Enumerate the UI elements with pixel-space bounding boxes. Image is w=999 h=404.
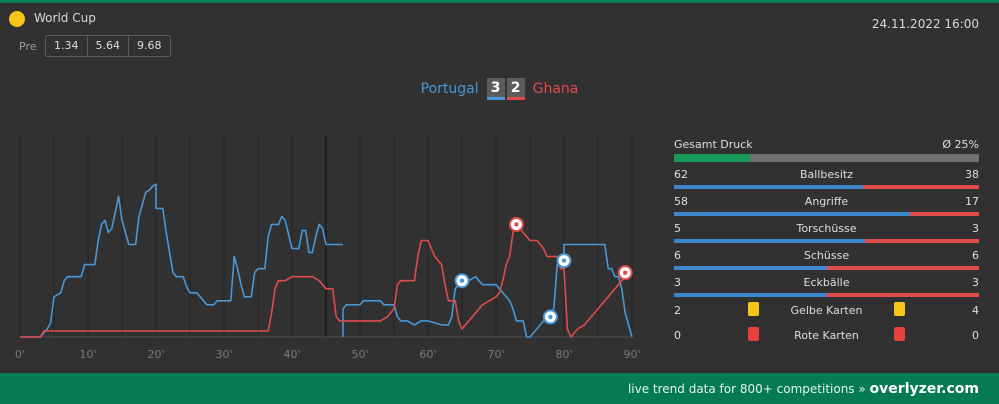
- home-team-name[interactable]: Portugal: [420, 81, 479, 97]
- odd-home[interactable]: 1.34: [46, 36, 88, 56]
- footer-bar: live trend data for 800+ competitions » …: [0, 373, 999, 404]
- scoreline: Portugal 3 2 Ghana: [0, 76, 999, 102]
- world-cup-icon: [9, 11, 25, 27]
- x-tick-label: 50': [351, 348, 368, 361]
- pressure-label: Gesamt Druck: [674, 138, 753, 151]
- stat-home-value: 6: [674, 249, 681, 262]
- stat-bar: [674, 293, 979, 297]
- stat-home-value: 58: [674, 195, 688, 208]
- stat-label: Eckbälle: [803, 276, 850, 289]
- goal-ball-center: [459, 278, 465, 283]
- yellow-cards-away: 4: [972, 304, 979, 317]
- x-tick-label: 0': [15, 348, 25, 361]
- x-tick-label: 20': [147, 348, 164, 361]
- red-cards-away: 0: [972, 329, 979, 342]
- goal-ball-center: [623, 270, 628, 275]
- pressure-header: Gesamt Druck Ø 25%: [674, 138, 979, 152]
- stat-away-value: 3: [972, 276, 979, 289]
- red-cards-label: Rote Karten: [794, 329, 859, 342]
- stat-label: Ballbesitz: [799, 168, 854, 181]
- odds-group: 1.34 5.64 9.68: [45, 35, 171, 57]
- stat-home-value: 3: [674, 276, 681, 289]
- stat-away-value: 6: [972, 249, 979, 262]
- yellow-cards-row: 2 Gelbe Karten 4: [674, 297, 979, 322]
- portugal-trend-line: [342, 243, 633, 338]
- portugal-trend-line: [20, 183, 343, 338]
- goal-ball-center: [548, 314, 553, 320]
- stat-home-value: 62: [674, 168, 688, 181]
- pressure-bar-fill: [674, 154, 751, 162]
- brand-logo: overlyzer.com: [869, 381, 979, 397]
- match-datetime: 24.11.2022 16:00: [871, 17, 979, 31]
- stat-row-ballbesitz: 62 Ballbesitz 38: [674, 162, 979, 189]
- competition-name[interactable]: World Cup: [34, 11, 96, 25]
- stat-row-angriffe: 58 Angriffe 17: [674, 189, 979, 216]
- x-tick-label: 80': [555, 348, 572, 361]
- stat-bar-home: [674, 239, 865, 243]
- top-accent-bar: [0, 0, 999, 3]
- x-tick-label: 30': [215, 348, 232, 361]
- yellow-card-icon: [748, 302, 759, 316]
- odd-away[interactable]: 9.68: [137, 39, 162, 52]
- stat-bar: [674, 266, 979, 270]
- odd-draw[interactable]: 5.64: [88, 36, 129, 56]
- stat-away-value: 17: [965, 195, 979, 208]
- stats-panel: Gesamt Druck Ø 25% 62 Ballbesitz 38 58 Angri…: [674, 138, 979, 347]
- yellow-cards-home: 2: [674, 304, 681, 317]
- away-team-name[interactable]: Ghana: [532, 81, 579, 97]
- stat-row-eckb-lle: 3 Eckbälle 3: [674, 270, 979, 297]
- x-tick-label: 70': [487, 348, 504, 361]
- goal-ball-center: [561, 258, 567, 263]
- stat-away-value: 38: [965, 168, 979, 181]
- footer-link[interactable]: live trend data for 800+ competitions » …: [628, 381, 979, 397]
- red-card-icon: [748, 327, 759, 341]
- stat-bar-home: [674, 185, 864, 189]
- away-score: 2: [506, 78, 525, 100]
- odds-label: Pre: [19, 40, 37, 53]
- ghana-trend-line: [20, 223, 633, 338]
- stat-label: Torschüsse: [796, 222, 857, 235]
- stat-home-value: 5: [674, 222, 681, 235]
- x-tick-label: 10': [79, 348, 96, 361]
- yellow-card-icon: [894, 302, 905, 316]
- stat-label: Angriffe: [804, 195, 849, 208]
- pressure-value: Ø 25%: [942, 138, 979, 151]
- goal-ball-center: [514, 222, 519, 227]
- pressure-bar: [674, 154, 979, 162]
- x-tick-label: 90': [623, 348, 640, 361]
- stat-row-torsch-sse: 5 Torschüsse 3: [674, 216, 979, 243]
- stat-away-value: 3: [972, 222, 979, 235]
- stat-bar: [674, 185, 979, 189]
- stat-bar: [674, 239, 979, 243]
- x-tick-label: 40': [283, 348, 300, 361]
- red-cards-row: 0 Rote Karten 0: [674, 322, 979, 347]
- stat-bar-home: [674, 266, 827, 270]
- stat-label: Schüsse: [803, 249, 850, 262]
- x-tick-label: 60': [419, 348, 436, 361]
- stat-bar-home: [674, 212, 910, 216]
- trend-chart: 0' 10' 20' 30' 40' 50' 60' 70' 80' 90': [15, 136, 641, 361]
- home-score: 3: [486, 78, 505, 100]
- footer-text: live trend data for 800+ competitions »: [627, 382, 866, 396]
- stat-row-sch-sse: 6 Schüsse 6: [674, 243, 979, 270]
- yellow-cards-label: Gelbe Karten: [790, 304, 863, 317]
- stat-bar-home: [674, 293, 827, 297]
- red-card-icon: [894, 327, 905, 341]
- red-cards-home: 0: [674, 329, 681, 342]
- stat-bar: [674, 212, 979, 216]
